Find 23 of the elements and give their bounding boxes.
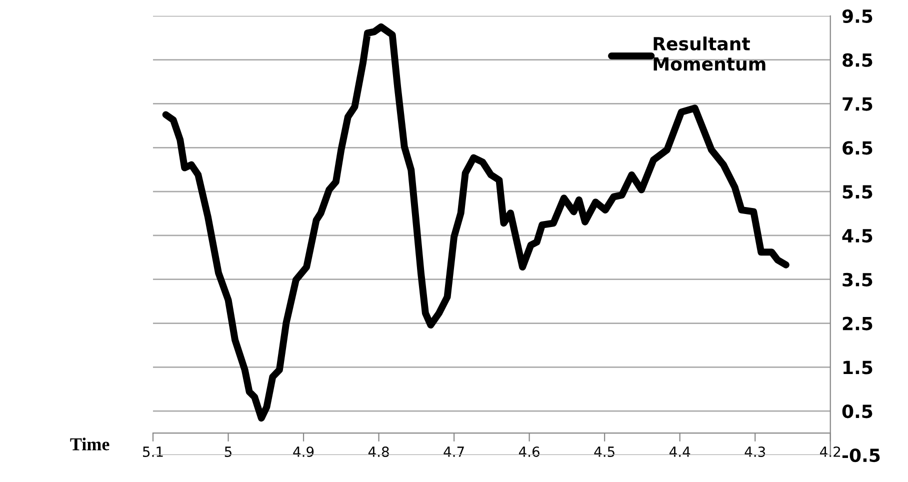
x-tick-label: 4.6 [518, 446, 540, 457]
x-tick-label: 4.4 [669, 446, 690, 457]
x-tick-label: 5.1 [143, 446, 163, 457]
y-tick-label: 7.5 [842, 97, 872, 111]
y-tick-label: 0.5 [842, 404, 872, 418]
x-tick-label: 4.5 [594, 446, 614, 457]
y-tick-label: 1.5 [844, 360, 872, 374]
x-axis-title: Time [70, 438, 110, 450]
x-tick-label: 4.2 [820, 446, 840, 457]
y-tick-label: -0.5 [842, 448, 880, 462]
x-tick-label: 4.7 [444, 446, 464, 457]
y-tick-label: 6.5 [842, 141, 872, 155]
y-tick-label: 3.5 [842, 272, 872, 286]
legend-label: Resultant Momentum [654, 36, 766, 71]
x-tick-label: 4.9 [293, 446, 314, 457]
y-tick-label: 2.5 [842, 316, 872, 330]
y-tick-label: 8.5 [842, 53, 872, 67]
x-tick-label: 4.8 [368, 446, 389, 457]
y-tick-label: 4.5 [842, 229, 872, 243]
x-tick-label: 4.3 [744, 446, 766, 457]
x-tick-label: 5 [224, 446, 232, 457]
y-tick-label: 5.5 [842, 185, 872, 199]
y-tick-label: 9.5 [842, 9, 872, 24]
